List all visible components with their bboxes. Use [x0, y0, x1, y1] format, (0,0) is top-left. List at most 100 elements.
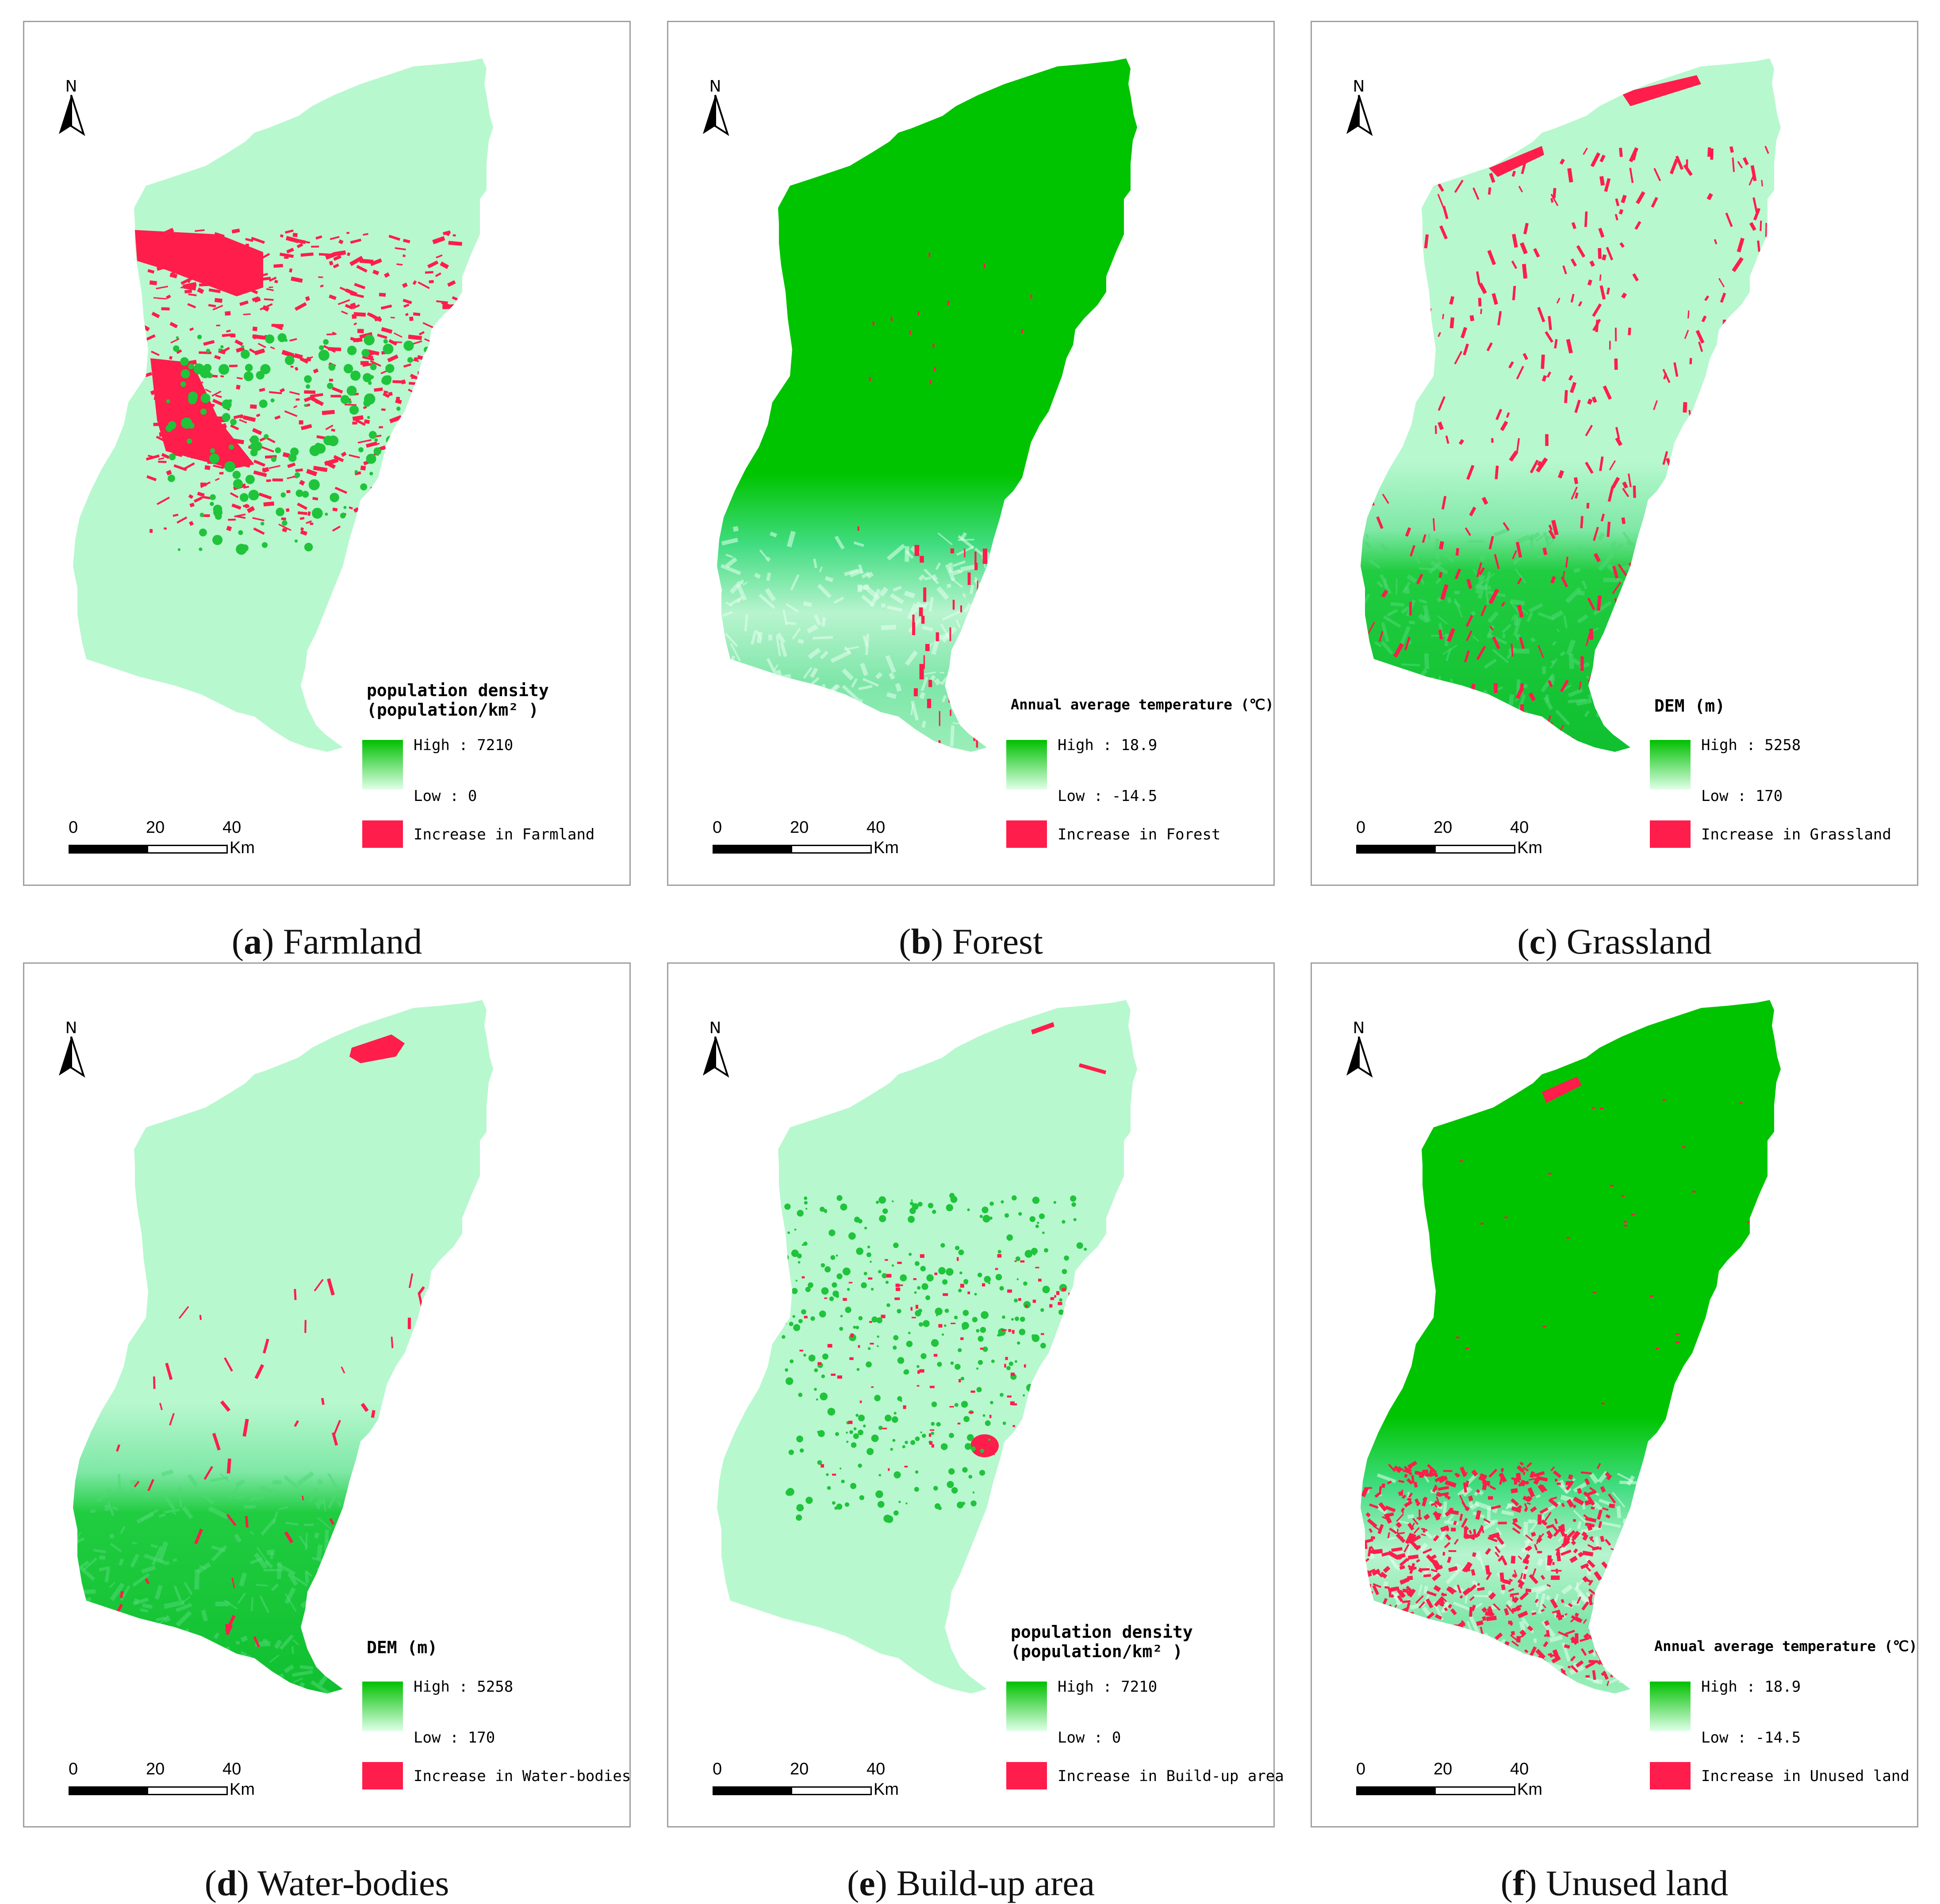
panel-letter: e — [859, 1863, 875, 1903]
basin-map — [59, 58, 493, 752]
panel-caption-text: Water-bodies — [257, 1863, 449, 1903]
legend-title: Annual average temperature (℃) — [1011, 697, 1274, 713]
scale-tick-label: 40 — [866, 1760, 886, 1778]
scale-tick-label: 0 — [713, 818, 722, 837]
scale-unit-label: Km — [1517, 839, 1542, 857]
legend-title-line: Annual average temperature (℃) — [1011, 696, 1274, 713]
legend-low-label: Low : 0 — [414, 787, 477, 805]
north-arrow-icon — [703, 1036, 729, 1078]
legend-low-label: Low : -14.5 — [1058, 787, 1158, 805]
legend-title: population density (population/km² ) — [367, 681, 549, 720]
north-label: N — [1353, 77, 1365, 96]
legend-color-ramp — [362, 1682, 403, 1731]
scale-tick-label: 0 — [69, 1760, 78, 1778]
scale-unit-label: Km — [874, 839, 899, 857]
legend-title: Annual average temperature (℃) — [1654, 1638, 1917, 1655]
panel-letter: a — [244, 921, 262, 962]
legend-title-line: population density — [367, 681, 549, 700]
panel-caption-text: Unused land — [1546, 1863, 1729, 1903]
north-label: N — [709, 77, 721, 96]
scale-bar — [1356, 845, 1515, 854]
scale-tick-label: 20 — [790, 818, 809, 837]
panel-letter: f — [1512, 1863, 1525, 1903]
legend-increase-swatch — [1006, 820, 1047, 848]
north-arrow-icon — [59, 95, 85, 136]
basin-map — [703, 1000, 1137, 1693]
scale-unit-label: Km — [230, 839, 255, 857]
legend-color-ramp — [1006, 1682, 1047, 1731]
north-arrow-icon — [703, 95, 729, 136]
scale-bar — [713, 1786, 872, 1795]
legend-increase-label: Increase in Unused land — [1701, 1767, 1909, 1785]
scale-tick-label: 20 — [146, 818, 165, 837]
basin-map — [59, 1000, 493, 1693]
scale-unit-label: Km — [230, 1780, 255, 1799]
legend-increase-swatch — [1650, 820, 1691, 848]
panel-caption: (d) Water-bodies — [204, 1863, 449, 1903]
legend-color-ramp — [362, 740, 403, 789]
legend-title: population density (population/km² ) — [1011, 1622, 1193, 1661]
legend-high-label: High : 7210 — [1058, 1678, 1158, 1696]
north-arrow-icon — [1346, 1036, 1373, 1078]
scale-tick-label: 0 — [69, 818, 78, 837]
panel-caption-text: Forest — [952, 921, 1043, 962]
panel-caption: (b) Forest — [899, 921, 1043, 962]
scale-tick-label: 40 — [1510, 818, 1529, 837]
map-panel-d: N DEM (m) High : 5258 Low : 170 Increase in … — [23, 962, 631, 1827]
legend-increase-swatch — [1006, 1762, 1047, 1789]
panel-caption: (f) Unused land — [1500, 1863, 1729, 1903]
basin-map — [703, 58, 1137, 752]
basin-map — [1346, 1000, 1781, 1693]
scale-tick-label: 40 — [222, 1760, 242, 1778]
legend-high-label: High : 5258 — [1701, 736, 1801, 754]
legend-title-line: DEM (m) — [1654, 696, 1725, 716]
scale-tick-label: 0 — [1356, 1760, 1366, 1778]
legend-high-label: High : 18.9 — [1701, 1678, 1801, 1696]
legend-title-line: (population/km² ) — [1011, 1641, 1183, 1661]
scale-bar — [713, 845, 872, 854]
north-label: N — [709, 1019, 721, 1037]
scale-tick-label: 40 — [222, 818, 242, 837]
legend-title-line: population density — [1011, 1622, 1193, 1642]
panel-caption-text: Grassland — [1566, 921, 1712, 962]
scale-tick-label: 40 — [866, 818, 886, 837]
north-label: N — [1353, 1019, 1365, 1037]
legend-low-label: Low : 170 — [414, 1729, 495, 1747]
legend-increase-label: Increase in Grassland — [1701, 826, 1891, 843]
panel-letter: b — [911, 921, 932, 962]
legend-increase-label: Increase in Forest — [1058, 826, 1221, 843]
panel-caption: (c) Grassland — [1517, 921, 1712, 962]
legend-title-line: (population/km² ) — [367, 700, 539, 720]
panel-letter: c — [1529, 921, 1545, 962]
legend-high-label: High : 5258 — [414, 1678, 514, 1696]
map-panel-f: N Annual average temperature (℃) High : 18… — [1311, 962, 1918, 1827]
legend-color-ramp — [1650, 740, 1691, 789]
legend-title: DEM (m) — [367, 1638, 437, 1658]
scale-tick-label: 0 — [713, 1760, 722, 1778]
scale-tick-label: 0 — [1356, 818, 1366, 837]
legend-high-label: High : 18.9 — [1058, 736, 1158, 754]
north-label: N — [65, 77, 77, 96]
basin-map — [1346, 58, 1781, 752]
scale-bar — [69, 845, 228, 854]
panel-caption: (e) Build-up area — [847, 1863, 1095, 1903]
scale-tick-label: 20 — [1434, 818, 1453, 837]
legend-title-line: Annual average temperature (℃) — [1654, 1638, 1917, 1655]
legend-high-label: High : 7210 — [414, 736, 514, 754]
legend-low-label: Low : 170 — [1701, 787, 1783, 805]
legend-increase-swatch — [1650, 1762, 1691, 1789]
legend-color-ramp — [1006, 740, 1047, 789]
scale-unit-label: Km — [1517, 1780, 1542, 1799]
legend-increase-swatch — [362, 1762, 403, 1789]
map-panel-c: N DEM (m) High : 5258 Low : 170 Increase in … — [1311, 21, 1918, 886]
scale-tick-label: 20 — [790, 1760, 809, 1778]
panel-caption-text: Build-up area — [896, 1863, 1095, 1903]
scale-bar — [1356, 1786, 1515, 1795]
legend-title: DEM (m) — [1654, 696, 1725, 716]
panel-caption: (a) Farmland — [231, 921, 422, 962]
legend-low-label: Low : -14.5 — [1701, 1729, 1801, 1747]
map-panel-b: N Annual average temperature (℃) High : 18… — [667, 21, 1275, 886]
legend-increase-label: Increase in Build-up area — [1058, 1767, 1284, 1785]
